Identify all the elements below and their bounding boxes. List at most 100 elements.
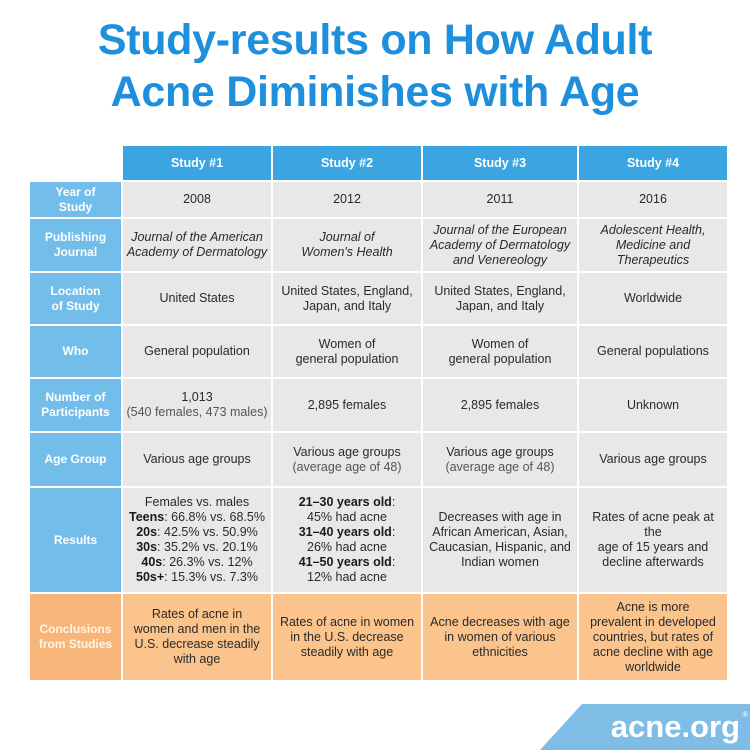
text-line: in the U.S. decrease [290, 629, 404, 644]
text-line: Acne decreases with age [430, 614, 570, 629]
result-line: 50s+: 15.3% vs. 7.3% [136, 570, 258, 584]
cell-age-study-1: Various age groups [123, 433, 271, 486]
text-line: U.S. decrease steadily [134, 637, 260, 651]
row-label-line: of Study [51, 298, 100, 313]
text-line: in women of various [444, 629, 556, 644]
result-line: 41–50 years old: [298, 555, 396, 569]
text-line: United States [159, 291, 235, 305]
cell-who-study-2: Women of general population [273, 326, 421, 377]
cell-journal-study-3: Journal of the European Academy of Derma… [423, 219, 577, 271]
text-line: Worldwide [623, 291, 683, 305]
row-label-location: Location of Study [30, 273, 121, 324]
result-line: 30s: 35.2% vs. 20.1% [136, 540, 258, 554]
text-line: Caucasian, Hispanic, and [429, 540, 571, 554]
text-subline: (average age of 48) [292, 459, 402, 474]
cell-who-study-4: General populations [579, 326, 727, 377]
text-line: Academy of Dermatology [126, 245, 268, 259]
cell-conclusion-study-2: Rates of acne in women in the U.S. decre… [273, 594, 421, 680]
cell-location-study-4: Worldwide [579, 273, 727, 324]
text-line: Rates of acne in [151, 607, 243, 621]
cell-year-study-2: 2012 [273, 182, 421, 217]
text-line: prevalent in developed [590, 614, 716, 629]
cell-participants-study-4: Unknown [579, 379, 727, 431]
text-line: Various age groups [446, 444, 554, 459]
row-label-line: Participants [41, 405, 110, 419]
cell-conclusion-study-3: Acne decreases with age in women of vari… [423, 594, 577, 680]
row-label-year: Year of Study [30, 182, 121, 217]
row-label-line: Study [58, 199, 93, 214]
text-line: general population [448, 351, 552, 366]
registered-mark: ® [742, 710, 748, 719]
row-label-conclusions: Conclusions from Studies [30, 594, 121, 680]
text-line: United States, England, [434, 283, 566, 298]
text-line: steadily with age [300, 644, 394, 659]
row-label-line: Location [50, 283, 101, 298]
title-line-2: Acne Diminishes with Age [110, 68, 640, 116]
text-line: Indian women [461, 555, 539, 569]
cell-results-study-2: 21–30 years old: 45% had acne 31–40 year… [273, 488, 421, 592]
column-header-study-3: Study #3 [423, 146, 577, 180]
text-line: acne decline with age [592, 644, 714, 659]
text-line: and Venereology [452, 252, 548, 267]
text-subline: (average age of 48) [445, 459, 555, 474]
text-line: Therapeutics [616, 252, 690, 267]
cell-results-study-4: Rates of acne peak at the age of 15 year… [579, 488, 727, 592]
row-label-line: Number of [45, 390, 106, 404]
result-line: 12% had acne [307, 570, 387, 584]
text-line: Journal of the European [433, 222, 567, 237]
cell-location-study-3: United States, England, Japan, and Italy [423, 273, 577, 324]
logo-text: acne.org [610, 709, 740, 744]
title-line-1: Study-results on How Adult [97, 16, 653, 64]
cell-results-study-1: Females vs. males Teens: 66.8% vs. 68.5%… [123, 488, 271, 592]
text-line: United States, England, [281, 283, 413, 298]
row-label-journal: Publishing Journal [30, 219, 121, 271]
cell-journal-study-1: Journal of the American Academy of Derma… [123, 219, 271, 271]
row-label-line: Publishing [44, 230, 107, 244]
cell-results-study-3: Decreases with age in African American, … [423, 488, 577, 592]
cell-participants-study-2: 2,895 females [273, 379, 421, 431]
text-line: Women's Health [301, 245, 393, 259]
cell-journal-study-2: Journal of Women's Health [273, 219, 421, 271]
result-line: 45% had acne [307, 510, 387, 524]
text-line: women and men in the [133, 622, 261, 636]
text-line: Females vs. males [144, 495, 250, 509]
text-line: Journal of [319, 230, 375, 244]
result-line: 40s: 26.3% vs. 12% [141, 555, 253, 569]
cell-age-study-3: Various age groups (average age of 48) [423, 433, 577, 486]
cell-year-study-1: 2008 [123, 182, 271, 217]
text-line: 1,013 [181, 390, 213, 404]
cell-participants-study-3: 2,895 females [423, 379, 577, 431]
text-line: worldwide [625, 659, 681, 674]
cell-year-study-4: 2016 [579, 182, 727, 217]
row-label-who: Who [30, 326, 121, 377]
table-corner [30, 146, 121, 180]
text-line: General populations [597, 344, 709, 358]
text-line: ethnicities [472, 644, 528, 659]
study-comparison-table: Study #1 Study #2 Study #3 Study #4 Year… [30, 146, 727, 680]
text-line: Medicine and [615, 237, 691, 252]
acne-org-logo [540, 704, 750, 750]
row-label-line: Year of [55, 184, 96, 199]
cell-conclusion-study-1: Rates of acne in women and men in the U.… [123, 594, 271, 680]
text-line: decline afterwards [602, 555, 704, 569]
result-line: 31–40 years old: [298, 525, 396, 539]
result-line: 21–30 years old: [298, 495, 396, 509]
result-line: 20s: 42.5% vs. 50.9% [136, 525, 258, 539]
cell-age-study-4: Various age groups [579, 433, 727, 486]
column-header-study-4: Study #4 [579, 146, 727, 180]
cell-participants-study-1: 1,013 (540 females, 473 males) [123, 379, 271, 431]
cell-who-study-1: General population [123, 326, 271, 377]
column-header-study-1: Study #1 [123, 146, 271, 180]
cell-location-study-1: United States [123, 273, 271, 324]
text-line: African American, Asian, [432, 525, 568, 539]
text-line: Decreases with age in [438, 510, 562, 524]
cell-journal-study-4: Adolescent Health, Medicine and Therapeu… [579, 219, 727, 271]
text-line: general population [295, 351, 399, 366]
cell-conclusion-study-4: Acne is more prevalent in developed coun… [579, 594, 727, 680]
text-line: Japan, and Italy [302, 298, 392, 313]
row-label-age-group: Age Group [30, 433, 121, 486]
text-line: Women of [318, 336, 376, 351]
cell-year-study-3: 2011 [423, 182, 577, 217]
text-line: Japan, and Italy [455, 298, 545, 313]
column-header-study-2: Study #2 [273, 146, 421, 180]
